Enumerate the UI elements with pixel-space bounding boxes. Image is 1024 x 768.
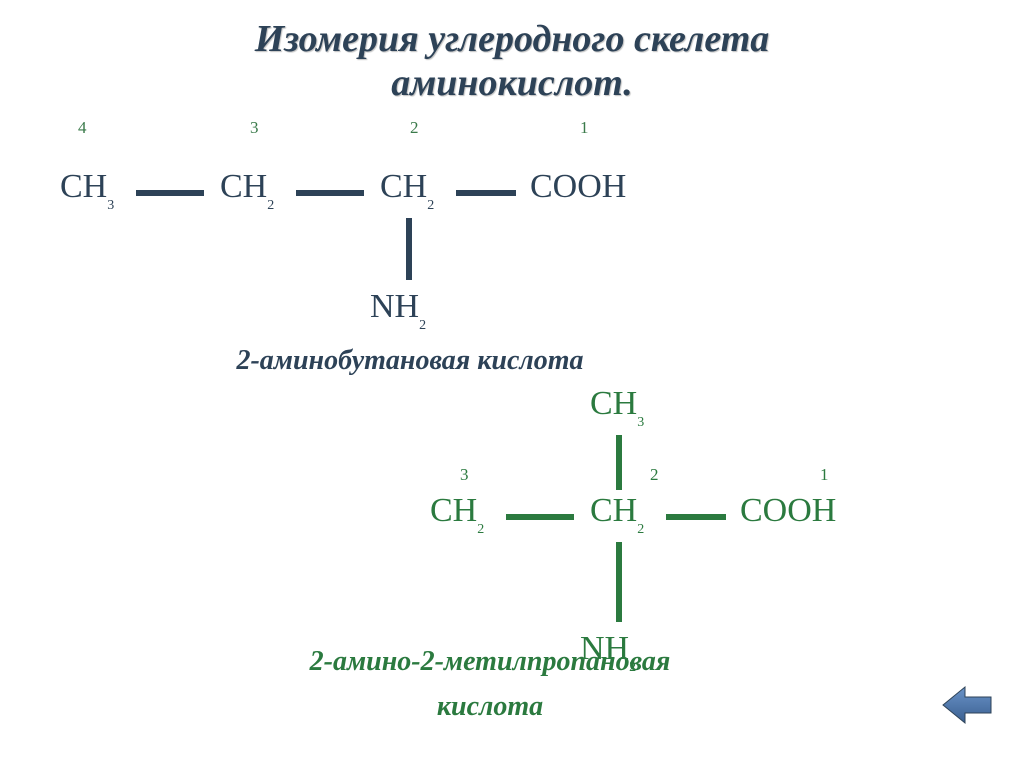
s2-c2-number: 2 xyxy=(650,465,659,485)
title-line2: аминокислот. xyxy=(0,62,1024,106)
back-arrow-icon xyxy=(935,673,999,737)
bond-4-3 xyxy=(136,190,204,196)
c3-number: 3 xyxy=(250,118,259,138)
c2-atom: CH2 xyxy=(380,168,434,210)
c1-number: 1 xyxy=(580,118,589,138)
bond-top-ch3 xyxy=(616,435,622,490)
s2-bond-2-nh2 xyxy=(616,542,622,622)
s2-c3-atom: CH2 xyxy=(430,492,484,534)
c4-atom: CH3 xyxy=(60,168,114,210)
s2-c3-number: 3 xyxy=(460,465,469,485)
structure-1-label: 2-аминобутановая кислота xyxy=(230,345,590,377)
s2-c1-atom: COOH xyxy=(740,492,836,530)
c4-number: 4 xyxy=(78,118,87,138)
bond-2-nh2 xyxy=(406,218,412,280)
structure-2-label: 2-амино-2-метилпропановая кислота xyxy=(230,640,750,730)
s2-bond-2-1 xyxy=(666,514,726,520)
ch3-top-atom: CH3 xyxy=(590,385,644,427)
c3-atom: CH2 xyxy=(220,168,274,210)
back-button[interactable] xyxy=(932,670,1002,740)
bond-3-2 xyxy=(296,190,364,196)
c1-atom: COOH xyxy=(530,168,626,206)
s2-c1-number: 1 xyxy=(820,465,829,485)
s2-c2-atom: CH2 xyxy=(590,492,644,534)
c2-number: 2 xyxy=(410,118,419,138)
title-line1: Изомерия углеродного скелета xyxy=(0,18,1024,62)
s2-bond-3-2 xyxy=(506,514,574,520)
bond-2-1 xyxy=(456,190,516,196)
page-title: Изомерия углеродного скелета аминокислот… xyxy=(0,0,1024,105)
nh2-atom: NH2 xyxy=(370,288,426,330)
